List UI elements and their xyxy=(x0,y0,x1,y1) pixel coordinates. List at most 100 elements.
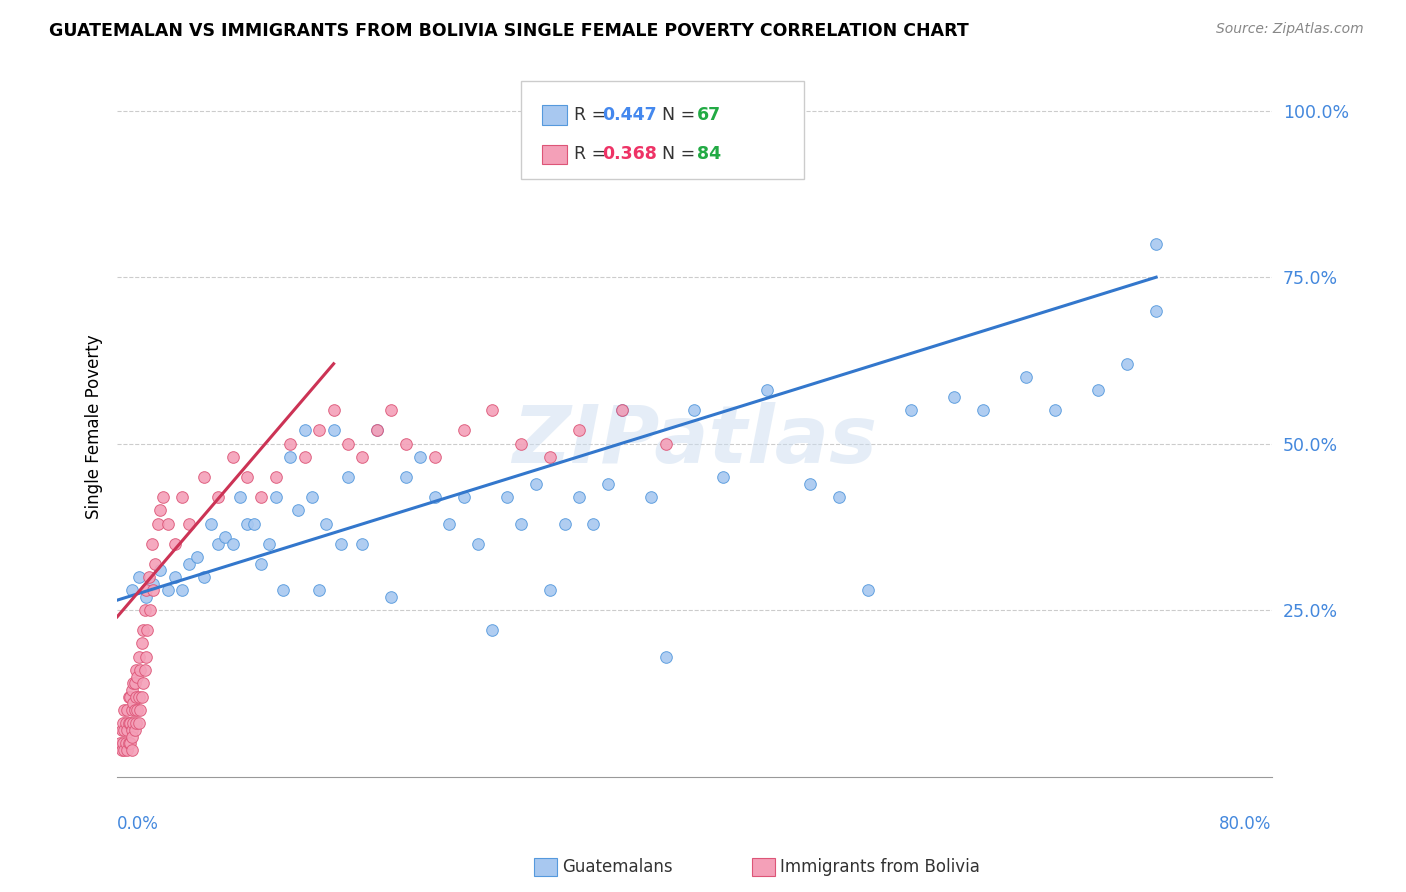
Point xyxy=(124,723,146,737)
Point xyxy=(156,583,179,598)
Point xyxy=(172,490,194,504)
Point xyxy=(163,570,186,584)
Point xyxy=(121,730,143,744)
Point xyxy=(172,583,194,598)
Point xyxy=(146,516,169,531)
Point xyxy=(423,450,446,464)
Point xyxy=(250,490,273,504)
Text: N =: N = xyxy=(651,106,700,124)
Point xyxy=(280,436,302,450)
Point xyxy=(856,583,879,598)
Point xyxy=(271,583,294,598)
Point xyxy=(129,663,152,677)
Point xyxy=(207,536,229,550)
Point xyxy=(136,623,159,637)
Point xyxy=(131,690,153,704)
Point xyxy=(139,603,162,617)
Point xyxy=(395,470,418,484)
Point xyxy=(582,516,605,531)
Text: N =: N = xyxy=(651,145,700,163)
Point xyxy=(301,490,323,504)
Point xyxy=(315,516,337,531)
Point xyxy=(120,690,142,704)
Point xyxy=(132,623,155,637)
Point xyxy=(481,623,503,637)
Point xyxy=(128,570,150,584)
Point xyxy=(179,557,201,571)
Point xyxy=(156,516,179,531)
Point xyxy=(112,743,135,757)
Point xyxy=(135,649,157,664)
Point xyxy=(308,423,330,437)
Point xyxy=(108,736,131,750)
Text: 80.0%: 80.0% xyxy=(1219,815,1271,833)
Point xyxy=(110,743,132,757)
Point xyxy=(1116,357,1139,371)
Point xyxy=(128,649,150,664)
Point xyxy=(122,697,145,711)
Point xyxy=(149,563,172,577)
Text: Source: ZipAtlas.com: Source: ZipAtlas.com xyxy=(1216,22,1364,37)
Point xyxy=(568,423,591,437)
Point xyxy=(612,403,634,417)
Point xyxy=(538,450,561,464)
Point xyxy=(287,503,309,517)
Text: R =: R = xyxy=(574,145,612,163)
Point xyxy=(308,583,330,598)
Point xyxy=(1043,403,1066,417)
Point xyxy=(453,423,475,437)
Point xyxy=(111,736,134,750)
Point xyxy=(152,490,174,504)
Point xyxy=(121,723,143,737)
Point xyxy=(900,403,922,417)
Point xyxy=(437,516,460,531)
Text: 0.368: 0.368 xyxy=(602,145,657,163)
Text: 84: 84 xyxy=(697,145,721,163)
Text: GUATEMALAN VS IMMIGRANTS FROM BOLIVIA SINGLE FEMALE POVERTY CORRELATION CHART: GUATEMALAN VS IMMIGRANTS FROM BOLIVIA SI… xyxy=(49,22,969,40)
Point xyxy=(125,663,148,677)
Point xyxy=(612,403,634,417)
Bar xyxy=(541,105,568,125)
Point xyxy=(131,636,153,650)
Point xyxy=(554,516,576,531)
Point xyxy=(711,470,734,484)
Point xyxy=(510,516,533,531)
Point xyxy=(121,703,143,717)
Point xyxy=(972,403,994,417)
Point xyxy=(352,450,374,464)
Point xyxy=(943,390,966,404)
Point xyxy=(142,583,165,598)
Point xyxy=(366,423,388,437)
Point xyxy=(409,450,432,464)
Point xyxy=(186,549,208,564)
Point xyxy=(257,536,280,550)
Point xyxy=(683,403,706,417)
FancyBboxPatch shape xyxy=(522,81,804,178)
Point xyxy=(143,557,166,571)
Point xyxy=(366,423,388,437)
Point xyxy=(115,736,138,750)
Point xyxy=(568,490,591,504)
Point xyxy=(640,490,662,504)
Point xyxy=(264,490,287,504)
Point xyxy=(120,716,142,731)
Point xyxy=(121,583,143,598)
Point xyxy=(112,703,135,717)
Point xyxy=(264,470,287,484)
Point xyxy=(467,536,489,550)
Point xyxy=(193,570,215,584)
Point xyxy=(112,723,135,737)
Point xyxy=(799,476,821,491)
Point xyxy=(755,384,778,398)
Point xyxy=(121,683,143,698)
Text: Immigrants from Bolivia: Immigrants from Bolivia xyxy=(780,858,980,876)
Point xyxy=(121,743,143,757)
Point xyxy=(828,490,851,504)
Point xyxy=(229,490,252,504)
Point xyxy=(120,736,142,750)
Point xyxy=(125,716,148,731)
Point xyxy=(214,530,236,544)
Point xyxy=(495,490,517,504)
Point xyxy=(118,716,141,731)
Point xyxy=(200,516,222,531)
